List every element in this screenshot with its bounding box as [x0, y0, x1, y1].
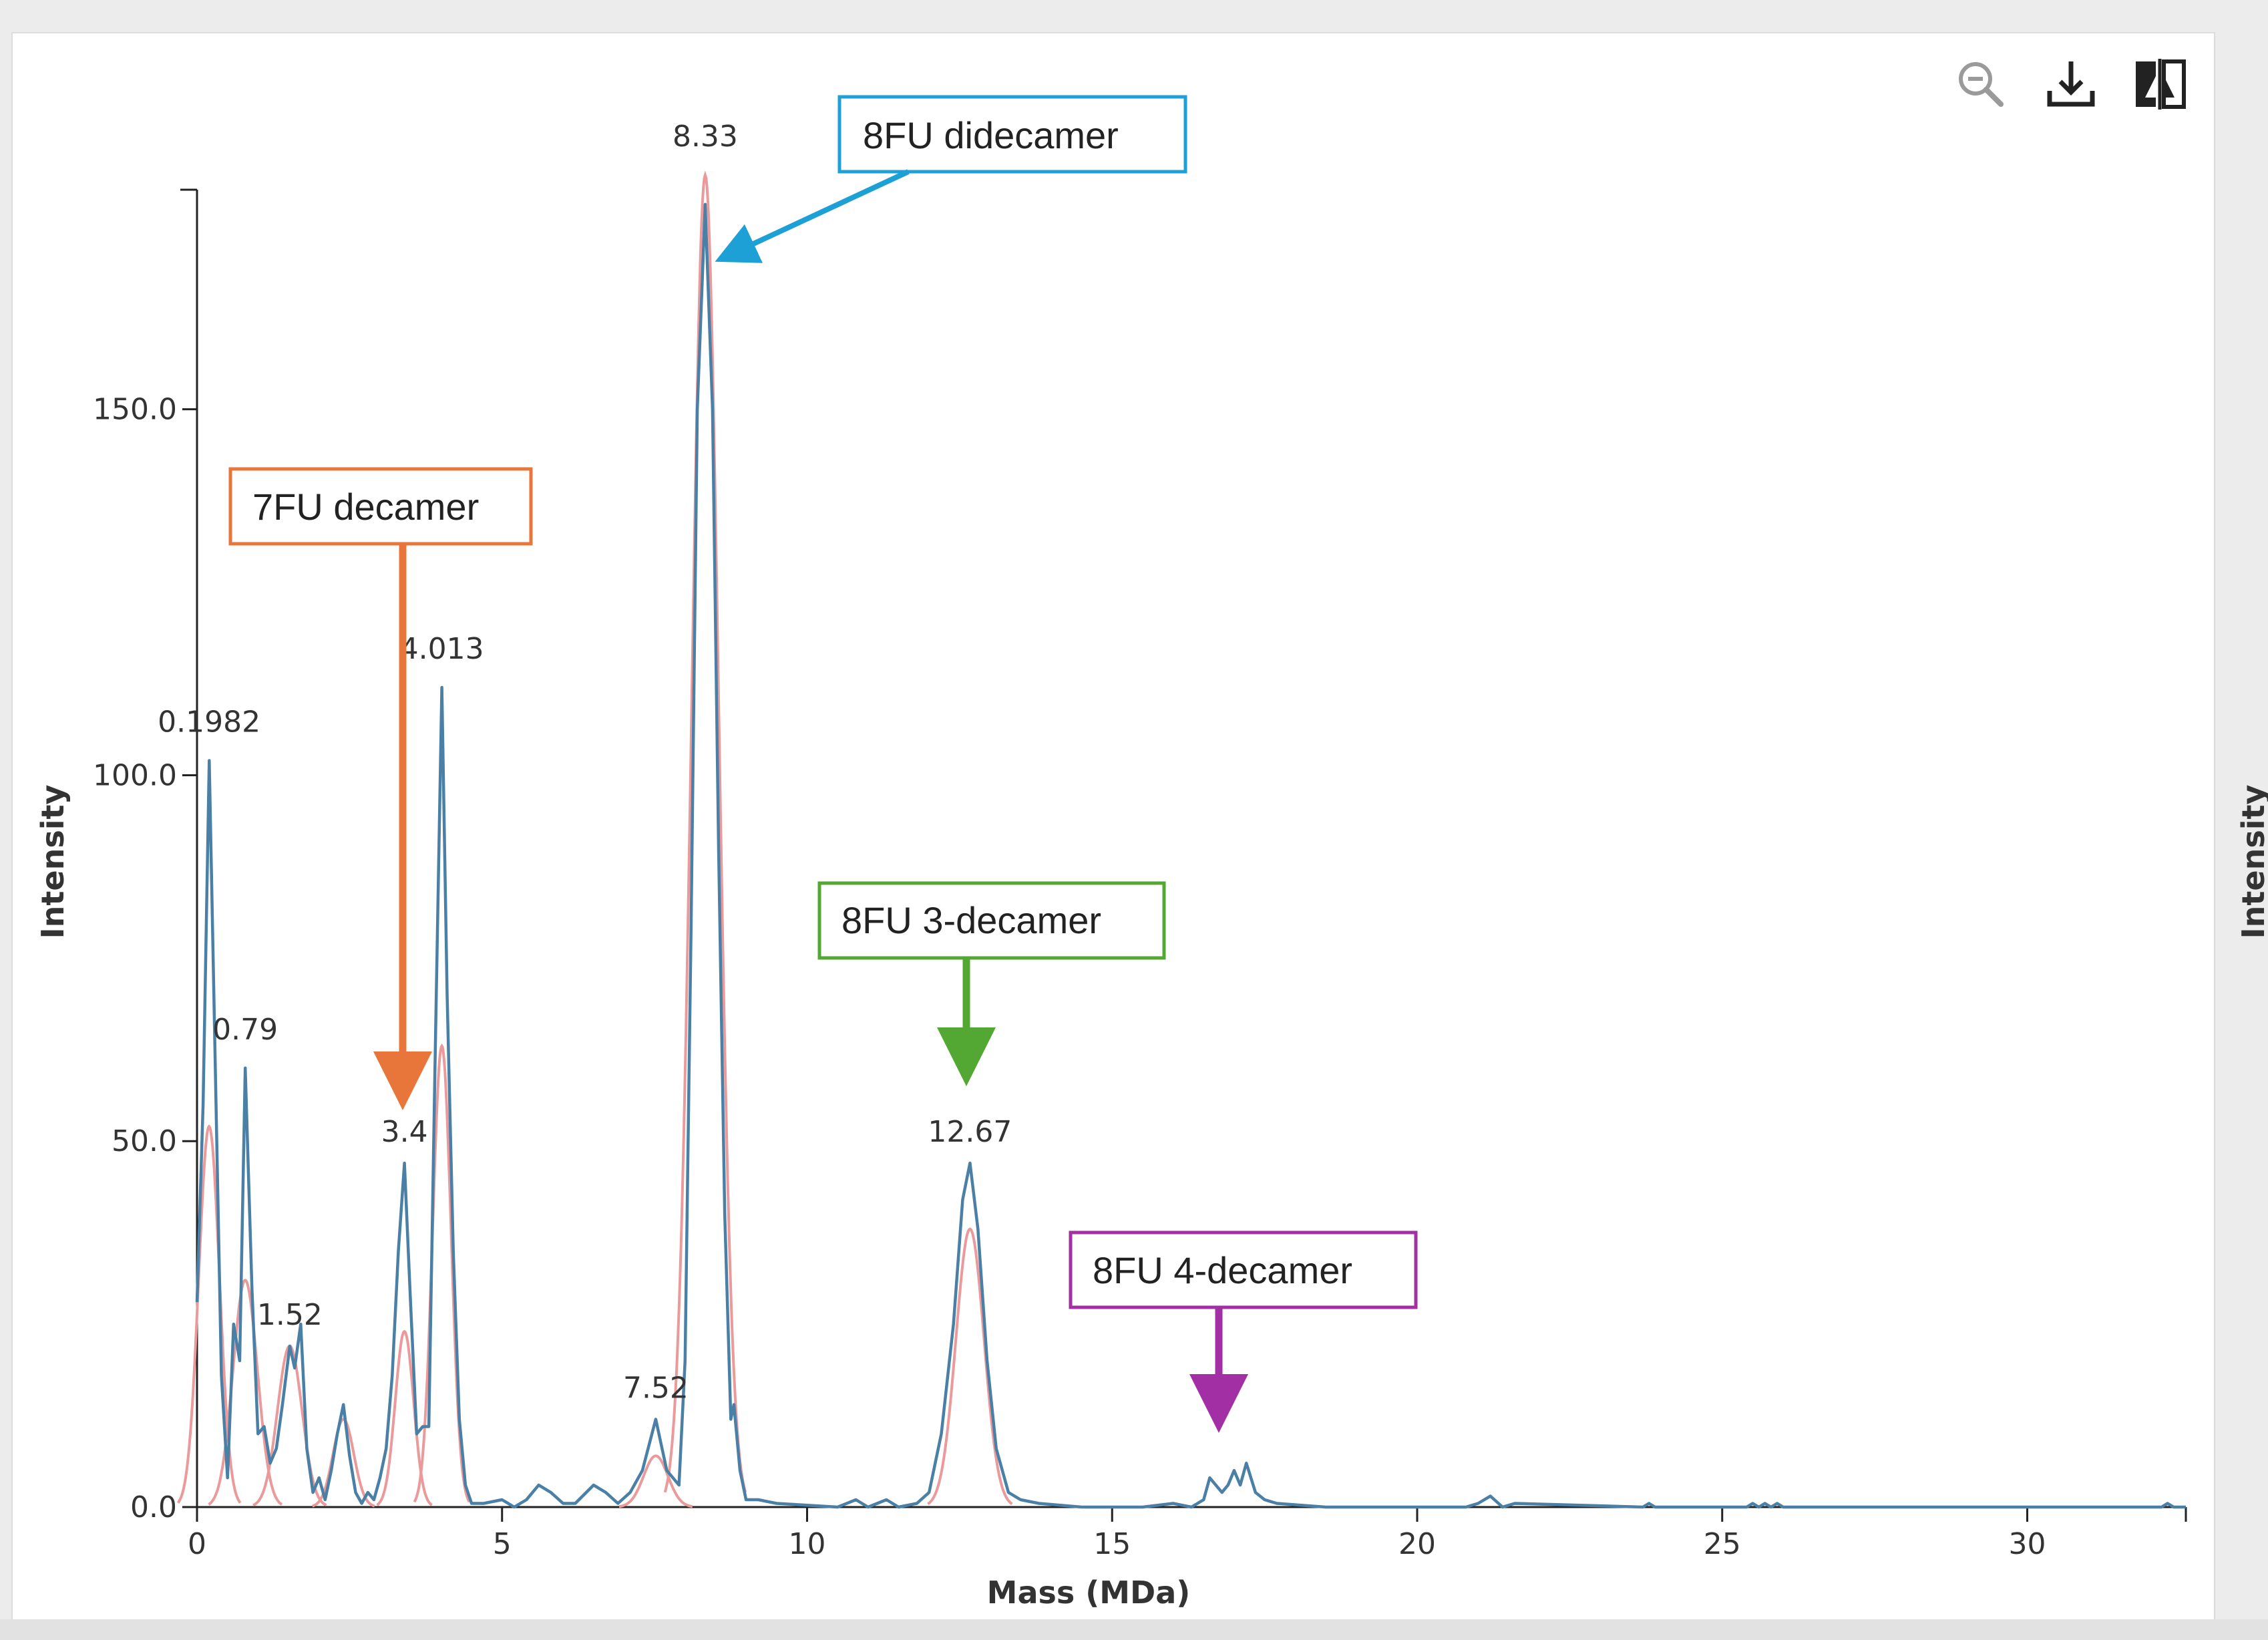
x-tick-label: 30 — [2008, 1527, 2046, 1561]
x-tick-label: 0 — [188, 1527, 206, 1561]
y-tick-label: 100.0 — [93, 758, 177, 792]
fit-component-line — [208, 1279, 283, 1506]
y-axis-title: Intensity — [35, 785, 71, 939]
annotation-label: 8FU didecamer — [863, 114, 1119, 156]
compare-icon[interactable] — [2129, 53, 2191, 115]
x-tick-label: 20 — [1398, 1527, 1436, 1561]
annotation-box — [817, 881, 1166, 960]
peak-label: 0.1982 — [158, 705, 260, 740]
chart-panel — [11, 32, 2215, 1622]
series-layer — [176, 170, 2186, 1509]
peak-label: 3.4 — [381, 1115, 428, 1149]
annotation-8fu-4-decamer: 8FU 4-decamer — [1069, 1231, 1418, 1433]
fit-component-line — [376, 1329, 433, 1506]
fit-component-line — [312, 1418, 375, 1508]
x-ticks: 0 5 10 15 20 25 30 — [188, 1507, 2046, 1561]
annotation-label: 7FU decamer — [252, 486, 479, 528]
peak-label: 4.013 — [400, 632, 484, 666]
fit-component-line — [663, 170, 747, 1493]
x-axis-title: Mass (MDa) — [987, 1575, 1191, 1611]
zoom-out-icon[interactable] — [1950, 53, 2012, 115]
right-panel-axis-title: Intensity — [2235, 785, 2268, 939]
peak-label: 8.33 — [673, 120, 738, 154]
x-tick-label: 25 — [1704, 1527, 1741, 1561]
x-tick-label: 15 — [1093, 1527, 1131, 1561]
annotation-box — [1069, 1231, 1418, 1309]
x-tick-label: 10 — [788, 1527, 825, 1561]
y-tick-label: 150.0 — [93, 393, 177, 427]
peak-label: 7.52 — [623, 1371, 689, 1406]
x-tick-label: 5 — [493, 1527, 512, 1561]
fit-component-line — [413, 1043, 471, 1503]
peak-label: 12.67 — [928, 1115, 1012, 1149]
spectrum-line — [195, 202, 2186, 1509]
annotation-label: 8FU 4-decamer — [1093, 1249, 1352, 1291]
annotation-8fu-didecamer: 8FU didecamer — [715, 95, 1187, 263]
fit-component-line — [176, 1124, 242, 1504]
y-tick-label: 50.0 — [112, 1124, 177, 1158]
fit-component-line — [927, 1227, 1013, 1506]
annotation-7fu-decamer: 7FU decamer — [228, 467, 533, 1110]
axes — [180, 188, 2187, 1522]
peak-label: 1.52 — [257, 1298, 323, 1332]
peak-label: 0.79 — [212, 1013, 278, 1047]
annotation-label: 8FU 3-decamer — [841, 899, 1101, 941]
download-icon[interactable] — [2040, 53, 2102, 115]
annotation-arrow — [715, 169, 910, 263]
fit-component-line — [618, 1454, 693, 1508]
annotation-box — [228, 467, 533, 546]
chart-toolbar — [1950, 53, 2204, 120]
y-tick-label: 0.0 — [130, 1490, 177, 1524]
y-ticks: 0.0 50.0 100.0 150.0 — [93, 393, 197, 1524]
bottom-scrollbar[interactable] — [0, 1619, 2268, 1640]
peak-labels: 0.1982 0.79 1.52 3.4 4.013 7.52 8.33 12.67 — [158, 120, 1012, 1405]
annotation-8fu-3-decamer: 8FU 3-decamer — [817, 881, 1166, 1086]
annotation-box — [837, 95, 1187, 174]
